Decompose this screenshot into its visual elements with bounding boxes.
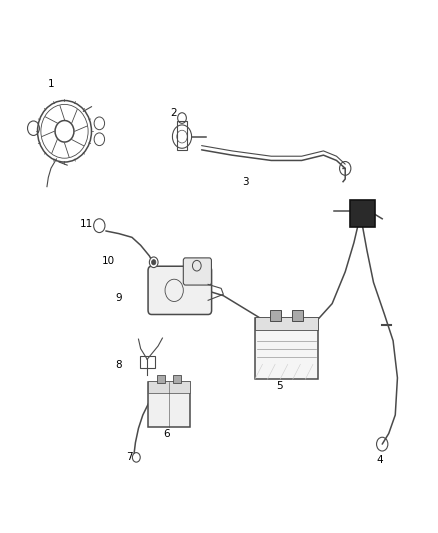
FancyBboxPatch shape <box>255 317 318 330</box>
Text: 11: 11 <box>80 219 93 229</box>
Text: 9: 9 <box>116 293 122 303</box>
Text: 1: 1 <box>48 78 55 88</box>
Text: 6: 6 <box>163 429 170 439</box>
Text: 2: 2 <box>170 108 177 118</box>
Text: 7: 7 <box>127 453 133 463</box>
FancyBboxPatch shape <box>148 266 212 314</box>
Text: 4: 4 <box>377 455 383 465</box>
FancyBboxPatch shape <box>148 382 190 427</box>
FancyBboxPatch shape <box>157 375 165 383</box>
Text: 3: 3 <box>242 176 248 187</box>
Text: 8: 8 <box>116 360 122 369</box>
FancyBboxPatch shape <box>350 200 375 227</box>
Text: 5: 5 <box>277 381 283 391</box>
FancyBboxPatch shape <box>255 318 318 379</box>
FancyBboxPatch shape <box>184 258 212 285</box>
FancyBboxPatch shape <box>148 381 190 393</box>
FancyBboxPatch shape <box>292 310 303 321</box>
Text: 10: 10 <box>102 256 115 266</box>
FancyBboxPatch shape <box>173 375 181 383</box>
Circle shape <box>149 257 158 268</box>
FancyBboxPatch shape <box>270 310 281 321</box>
Circle shape <box>152 260 156 265</box>
